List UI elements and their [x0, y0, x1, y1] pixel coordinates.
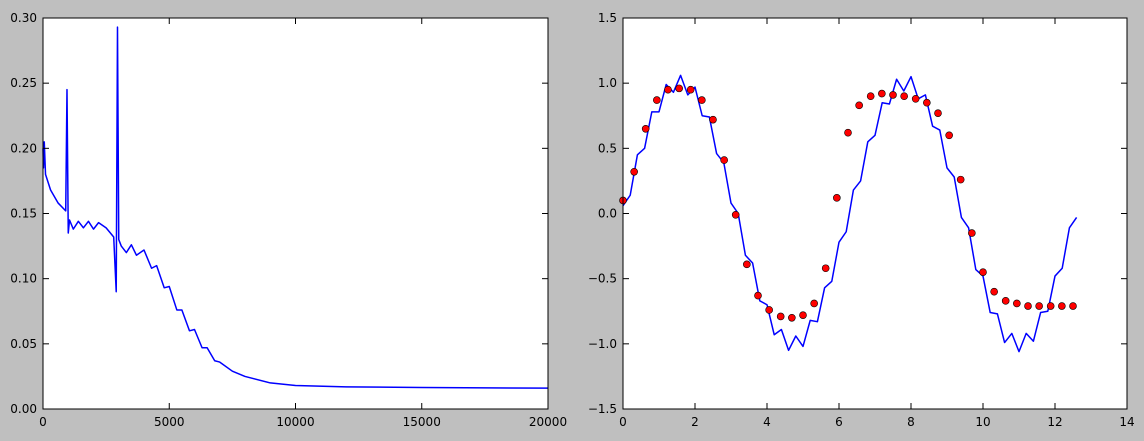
- y-tick-label: 0.0: [598, 207, 617, 221]
- scatter-point: [934, 109, 942, 117]
- scatter-point: [900, 92, 908, 100]
- x-tick-label: 2: [691, 415, 699, 429]
- scatter-point: [821, 264, 830, 273]
- x-tick-label: 15000: [403, 415, 441, 429]
- scatter-point: [911, 95, 920, 103]
- x-tick-label: 0: [39, 415, 47, 429]
- y-tick-label: 0.10: [10, 272, 37, 286]
- scatter-point: [855, 101, 863, 110]
- data-line: [42, 26, 549, 389]
- y-tick-label: −1.0: [588, 337, 617, 351]
- x-tick-label: 5000: [154, 415, 185, 429]
- y-tick-label: 0.20: [10, 141, 37, 155]
- scatter-point: [664, 85, 672, 94]
- y-tick-label: −1.5: [588, 402, 617, 416]
- scatter-point: [1035, 302, 1043, 310]
- scatter-point: [833, 194, 841, 202]
- scatter-point: [686, 85, 695, 94]
- scatter-point: [990, 287, 998, 296]
- scatter-point: [754, 291, 762, 300]
- scatter-point: [788, 313, 796, 322]
- plot-area: [43, 18, 548, 409]
- x-tick-label: 8: [907, 415, 915, 429]
- scatter-point: [776, 312, 785, 321]
- x-tick-label: 4: [763, 415, 771, 429]
- scatter-point: [923, 98, 931, 107]
- scatter-point: [709, 115, 717, 124]
- plot-area: [623, 18, 1127, 409]
- scatter-point: [979, 268, 987, 276]
- scatter-point: [765, 306, 773, 314]
- scatter-point: [720, 156, 728, 164]
- scatter-point: [945, 131, 953, 140]
- x-tick-label: 14: [1119, 415, 1134, 429]
- scatter-point: [956, 175, 965, 184]
- x-tick-label: 10: [975, 415, 990, 429]
- scatter-point: [1058, 302, 1066, 310]
- y-tick-label: −0.5: [588, 272, 617, 286]
- scatter-point: [743, 260, 751, 269]
- y-tick-label: 0.00: [10, 402, 37, 416]
- x-tick-label: 0: [619, 415, 627, 429]
- scatter-point: [1001, 297, 1010, 305]
- scatter-point: [675, 84, 683, 93]
- x-tick-label: 20000: [529, 415, 567, 429]
- scatter-point: [810, 299, 818, 308]
- x-tick-label: 12: [1047, 415, 1062, 429]
- scatter-point: [1024, 302, 1032, 310]
- y-tick-label: 1.5: [598, 11, 617, 25]
- scatter-point: [698, 96, 706, 104]
- scatter-point: [731, 211, 740, 219]
- y-tick-label: 0.05: [10, 337, 37, 351]
- y-tick-label: 0.25: [10, 76, 37, 90]
- scatter-point: [653, 96, 661, 104]
- scatter-point: [968, 229, 976, 237]
- scatter-point: [799, 311, 807, 319]
- scatter-point: [866, 92, 875, 100]
- y-tick-label: 0.30: [10, 11, 37, 25]
- scatter-point: [878, 89, 886, 98]
- y-tick-label: 1.0: [598, 76, 617, 90]
- scatter-point: [844, 128, 852, 137]
- x-tick-label: 6: [835, 415, 843, 429]
- scatter-point: [630, 167, 638, 176]
- scatter-point: [1013, 299, 1021, 308]
- x-tick-label: 10000: [276, 415, 314, 429]
- y-tick-label: 0.5: [598, 141, 617, 155]
- scatter-point: [641, 124, 650, 133]
- y-tick-label: 0.15: [10, 207, 37, 221]
- scatter-point: [889, 91, 897, 99]
- scatter-point: [1069, 302, 1077, 310]
- scatter-point: [1046, 302, 1055, 310]
